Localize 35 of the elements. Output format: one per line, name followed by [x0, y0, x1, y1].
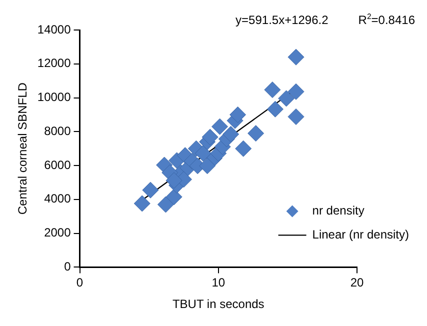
point	[134, 195, 150, 212]
point	[199, 158, 216, 174]
point	[288, 83, 304, 100]
point	[202, 128, 218, 146]
point	[266, 100, 284, 118]
point	[230, 106, 246, 123]
y-tick-label: 12000	[37, 56, 72, 70]
point	[157, 196, 174, 213]
point	[194, 145, 212, 162]
point	[222, 126, 240, 142]
y-tick-label: 10000	[37, 90, 72, 104]
x-axis-title: TBUT in seconds	[172, 297, 264, 312]
y-tick-label: 2000	[44, 226, 72, 240]
point	[278, 90, 295, 107]
legend-label: nr density	[312, 204, 364, 218]
y-tick-label: 0	[64, 260, 72, 274]
y-axis-title: Central corneal SBNFLD	[16, 82, 30, 215]
y-tick-label: 14000	[37, 22, 72, 36]
x-tick-label: 10	[212, 276, 226, 290]
point	[288, 108, 304, 125]
x-tick-label: 20	[350, 276, 364, 290]
y-tick-label: 6000	[44, 158, 72, 172]
point	[142, 182, 159, 198]
y-tick-label: 8000	[44, 124, 72, 138]
x-tick-label: 0	[76, 276, 84, 290]
point	[212, 118, 228, 135]
y-tick-label: 4000	[44, 192, 72, 206]
point	[166, 172, 182, 189]
point	[235, 140, 252, 157]
point	[288, 48, 304, 66]
point	[248, 125, 264, 142]
legend-label: Linear (nr density)	[312, 228, 410, 242]
text: y=591.5x+1296.2	[236, 13, 329, 27]
point	[166, 188, 182, 206]
point	[264, 82, 281, 98]
